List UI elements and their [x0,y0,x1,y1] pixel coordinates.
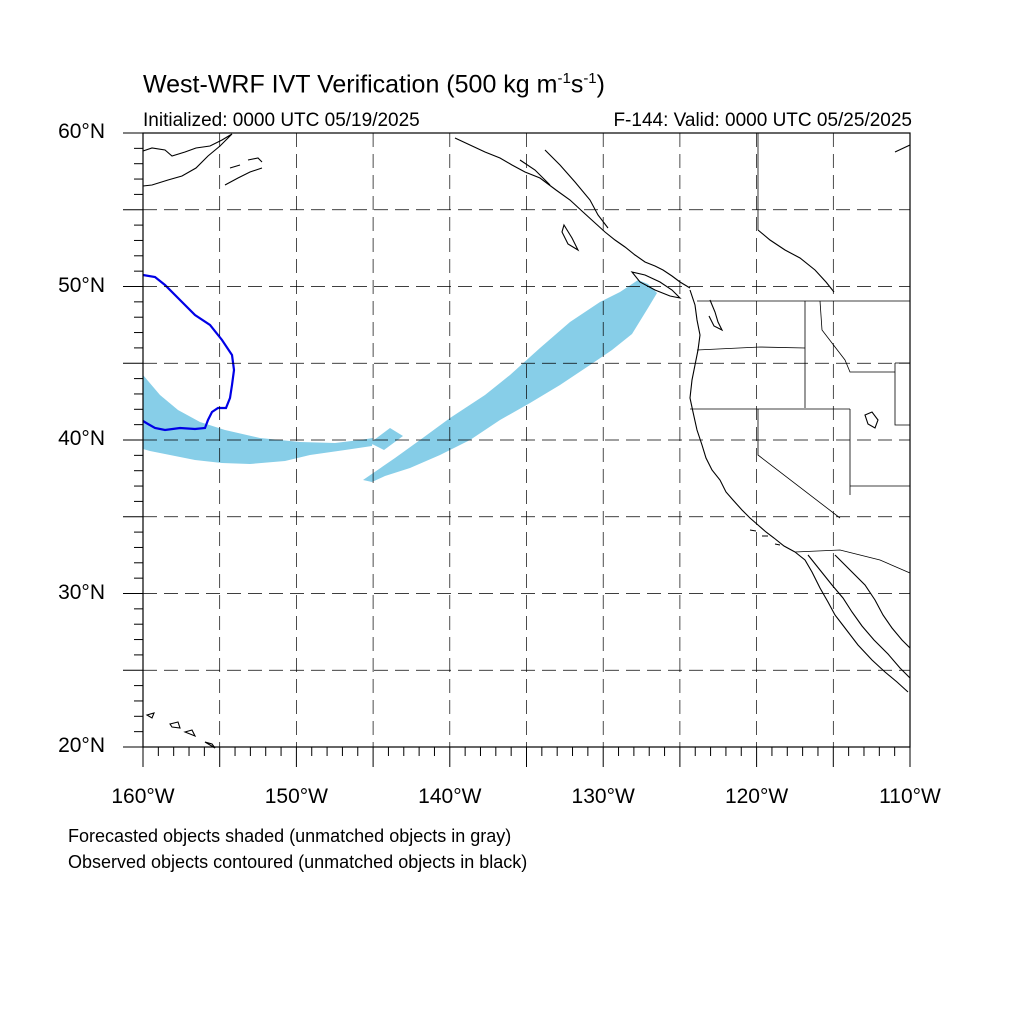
wyoming-boundary [894,362,910,426]
lon-label: 160°W [111,785,175,808]
forecast-object-west [143,375,373,464]
lat-label: 50°N [58,273,105,297]
canada-interior [757,229,835,293]
pacific-northwest-coast [689,289,796,553]
mexico-mainland-coast [834,554,911,649]
lat-label: 20°N [58,734,105,757]
lon-label: 140°W [418,785,482,808]
hawaii-islands [145,712,216,749]
axis-ticks [123,132,911,767]
vancouver-island [630,271,682,299]
great-salt-lake [864,411,879,429]
lat-label: 30°N [58,580,105,604]
alaska-coast [142,133,233,187]
bc-inner-coast [519,149,609,252]
alaska-panhandle-coast [454,137,691,289]
forecast-objects [143,280,657,482]
graticule [143,133,910,747]
lon-label: 120°W [724,785,789,808]
note-observed: Observed objects contoured (unmatched ob… [68,852,528,872]
hudson-edge [894,144,911,153]
lat-label: 60°N [58,120,105,143]
valid-time: F-144: Valid: 0000 UTC 05/25/2025 [613,110,912,131]
channel-islands [749,529,781,546]
forecast-object-east [363,280,657,482]
observed-object-contour [142,273,236,432]
map-title: West-WRF IVT Verification (500 kg m-1s-1… [143,70,605,99]
lon-label: 150°W [264,785,329,808]
lat-label: 40°N [58,427,105,450]
political-borders [690,133,911,574]
initialized-time: Initialized: 0000 UTC 05/19/2025 [143,110,420,131]
baja-inner-coast [807,554,911,679]
washington-oregon-border [696,346,806,351]
note-forecast: Forecasted objects shaded (unmatched obj… [68,826,512,846]
baja-outer-coast [794,551,909,693]
lon-label: 110°W [879,785,941,808]
coastlines [142,133,911,749]
idaho-boundary [804,300,895,408]
lon-label: 130°W [571,785,635,808]
us-mexico-border [794,549,911,574]
nevada-boundary [757,409,851,519]
puget-sound [708,299,724,332]
forecast-object-sliver [370,428,403,450]
alaska-islands [224,157,263,186]
